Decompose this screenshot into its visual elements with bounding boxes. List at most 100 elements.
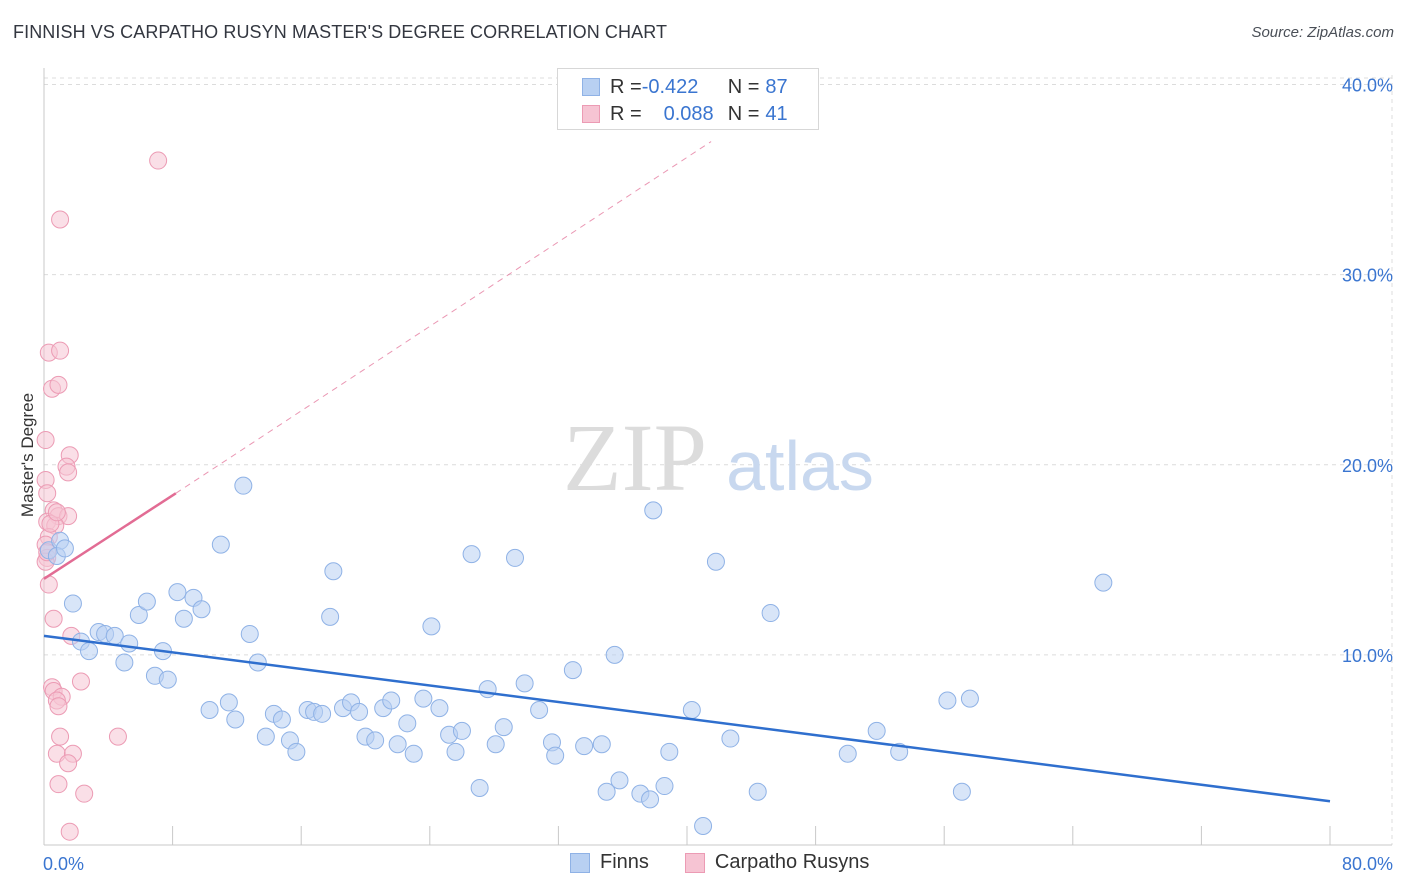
correlation-legend: R = -0.422 N = 87 R = 0.088 N = 41 xyxy=(557,68,819,130)
finn-point xyxy=(938,691,957,710)
rusyn-point xyxy=(59,463,78,482)
finn-point xyxy=(721,729,740,748)
finn-point xyxy=(404,744,423,763)
finns-swatch xyxy=(582,78,600,96)
y-tick-label: 10.0% xyxy=(1342,646,1393,666)
finn-point xyxy=(563,661,582,680)
rusyn-point xyxy=(36,431,55,450)
rusyn-point xyxy=(38,484,57,503)
rusyns-n-value: 41 xyxy=(765,102,788,125)
finn-point xyxy=(952,782,971,801)
finn-point xyxy=(324,562,343,581)
rusyns-legend-label: Carpatho Rusyns xyxy=(714,851,870,873)
rusyn-point xyxy=(51,341,70,360)
watermark-atlas: atlas xyxy=(726,427,874,505)
rusyns-n-label: N = xyxy=(727,102,760,125)
finn-point xyxy=(120,634,139,653)
finn-point xyxy=(515,674,534,693)
finn-point xyxy=(660,742,679,761)
finn-point xyxy=(682,701,701,720)
finn-point xyxy=(960,689,979,708)
finn-point xyxy=(530,701,549,720)
rusyns-legend-swatch xyxy=(684,852,705,873)
finn-point xyxy=(80,642,99,661)
finn-point xyxy=(200,701,219,720)
y-tick-label: 20.0% xyxy=(1342,456,1393,476)
finn-point xyxy=(1094,573,1113,592)
finn-point xyxy=(388,735,407,754)
finn-point xyxy=(706,552,725,571)
finn-point xyxy=(219,693,238,712)
finn-point xyxy=(137,592,156,611)
finn-point xyxy=(350,702,369,721)
finn-point xyxy=(115,653,134,672)
finn-point xyxy=(546,746,565,765)
rusyn-point xyxy=(75,784,94,803)
finn-point xyxy=(748,782,767,801)
tick-labels: 10.0% 20.0% 30.0% 40.0% 0.0% 80.0% xyxy=(43,76,1393,874)
chart-title: FINNISH VS CARPATHO RUSYN MASTER'S DEGRE… xyxy=(13,22,668,42)
y-tick-label: 40.0% xyxy=(1342,76,1393,96)
rusyns-r-value: 0.088 xyxy=(663,102,714,125)
finn-point xyxy=(486,735,505,754)
finn-point xyxy=(838,744,857,763)
finn-point xyxy=(644,501,663,520)
finn-point xyxy=(641,790,660,809)
x-tick-label: 80.0% xyxy=(1342,854,1393,874)
finn-point xyxy=(462,545,481,564)
series-carpatho-rusyns xyxy=(36,151,168,841)
y-tick-label: 30.0% xyxy=(1342,266,1393,286)
rusyn-trend-line xyxy=(43,492,177,580)
finn-point xyxy=(597,782,616,801)
finn-point xyxy=(321,607,340,626)
finn-point xyxy=(211,535,230,554)
finn-point xyxy=(256,727,275,746)
finn-point xyxy=(382,691,401,710)
rusyn-point xyxy=(60,822,79,841)
finn-point xyxy=(226,710,245,729)
finn-point xyxy=(575,737,594,756)
axes xyxy=(43,68,1392,846)
finn-point xyxy=(430,699,449,718)
source-credit: Source: ZipAtlas.com xyxy=(1251,24,1394,41)
finns-legend-label: Finns xyxy=(600,851,649,873)
finn-point xyxy=(192,600,211,619)
watermark-zip: ZIP xyxy=(563,404,707,511)
finn-point xyxy=(174,609,193,628)
legend-item-finns: Finns xyxy=(570,851,649,874)
finn-point xyxy=(63,594,82,613)
rusyns-r-label: R = xyxy=(610,102,642,125)
finns-legend-swatch xyxy=(570,852,590,873)
finns-r-value: -0.422 xyxy=(641,75,699,98)
finn-point xyxy=(168,583,187,602)
legend-row-finns: R = -0.422 N = 87 xyxy=(582,74,788,100)
finn-point xyxy=(592,735,611,754)
series-finns xyxy=(39,476,1113,835)
series-legend: Finns Carpatho Rusyns xyxy=(570,851,905,874)
watermark: ZIP atlas xyxy=(563,404,874,511)
finn-point xyxy=(313,704,332,723)
rusyn-point xyxy=(49,375,68,394)
finn-point xyxy=(234,476,253,495)
finn-point xyxy=(761,604,780,623)
finns-n-value: 87 xyxy=(765,75,788,98)
finn-point xyxy=(158,670,177,689)
finn-point xyxy=(366,731,385,750)
legend-item-rusyns: Carpatho Rusyns xyxy=(684,851,870,874)
finn-point xyxy=(129,605,148,624)
finns-r-label: R = xyxy=(610,75,642,98)
finn-point xyxy=(55,539,74,558)
finn-point xyxy=(398,714,417,733)
finn-point xyxy=(505,548,524,567)
finns-n-label: N = xyxy=(727,75,760,98)
finn-point xyxy=(470,778,489,797)
finn-point xyxy=(655,777,674,796)
finn-point xyxy=(272,710,291,729)
trend-lines xyxy=(43,141,1331,803)
y-axis-label: Master's Degree xyxy=(18,392,37,518)
rusyns-swatch xyxy=(582,105,600,123)
finn-point xyxy=(694,816,713,835)
rusyn-point xyxy=(59,754,78,773)
finn-point xyxy=(610,771,629,790)
